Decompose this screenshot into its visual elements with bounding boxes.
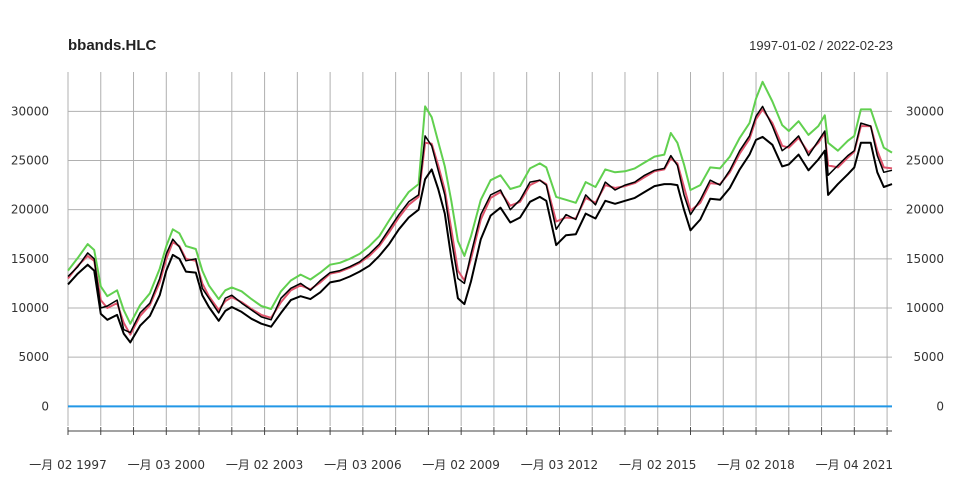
y-tick-label: 5000 [913,350,944,364]
y-tick-label: 25000 [906,154,944,168]
y-axis-left: 0 5000 10000 15000 20000 25000 30000 [11,104,49,413]
lower-band-line [67,135,893,344]
price-line [67,105,893,334]
y-tick-label: 20000 [11,203,49,217]
y-tick-label: 0 [936,399,944,413]
x-tick-label: 一月 02 1997 [29,458,106,472]
chart-title: bbands.HLC [68,37,156,54]
x-tick-label: 一月 03 2006 [324,458,401,472]
series-lines [67,80,893,408]
y-axis-right: 0 5000 10000 15000 20000 25000 30000 [906,104,944,413]
y-tick-label: 10000 [906,301,944,315]
x-tick-label: 一月 02 2003 [226,458,303,472]
y-tick-label: 20000 [906,203,944,217]
x-axis: 一月 02 1997 一月 03 2000 一月 02 2003 一月 03 2006… [29,427,893,472]
y-tick-label: 0 [41,399,49,413]
x-tick-label: 一月 02 2015 [619,458,696,472]
x-tick-label: 一月 02 2018 [717,458,794,472]
chart-date-range: 1997-01-02 / 2022-02-23 [749,38,893,53]
y-tick-label: 30000 [906,104,944,118]
x-tick-label: 一月 03 2000 [128,458,205,472]
x-tick-label: 一月 02 2009 [422,458,499,472]
y-tick-label: 5000 [18,350,49,364]
x-tick-label: 一月 04 2021 [816,458,893,472]
x-tick-label: 一月 03 2012 [521,458,598,472]
y-tick-label: 15000 [11,252,49,266]
y-tick-label: 30000 [11,104,49,118]
upper-band-line [67,80,893,325]
y-tick-label: 10000 [11,301,49,315]
y-tick-label: 25000 [11,154,49,168]
grid [67,72,892,426]
y-tick-label: 15000 [906,252,944,266]
moving-average-line [67,108,893,336]
